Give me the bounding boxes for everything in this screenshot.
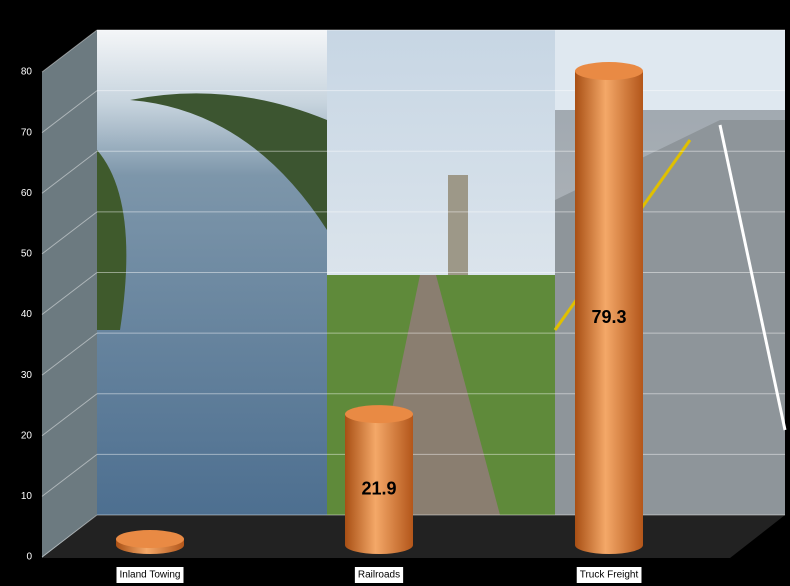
bar xyxy=(575,71,643,555)
y-tick-label: 20 xyxy=(21,430,33,441)
grid-line xyxy=(41,150,98,194)
grid-line xyxy=(41,211,98,255)
bars: 21.9 79.3 xyxy=(116,62,643,555)
x-tick: Railroads xyxy=(354,567,404,583)
grid-line xyxy=(41,272,98,315)
y-tick-label: 40 xyxy=(21,309,33,320)
background-photos xyxy=(42,30,787,558)
value-label: 79.3 xyxy=(591,307,626,327)
x-tick-label: Truck Freight xyxy=(580,570,639,581)
grid xyxy=(41,29,785,558)
grid-line xyxy=(41,393,98,437)
y-tick-label: 70 xyxy=(21,127,33,138)
bar-top xyxy=(575,62,643,81)
y-tick-label: 80 xyxy=(21,67,33,78)
grid-line xyxy=(41,453,98,497)
y-tick-label: 10 xyxy=(21,491,33,502)
x-tick: Inland Towing xyxy=(116,567,184,583)
x-tick-label: Railroads xyxy=(358,570,400,581)
grid-line xyxy=(41,29,98,73)
y-tick-label: 50 xyxy=(21,249,33,260)
x-tick-box xyxy=(576,567,642,583)
y-tick-label: 0 xyxy=(26,552,32,563)
value-label: 21.9 xyxy=(361,478,396,498)
grid-line xyxy=(41,514,98,558)
bar-top xyxy=(345,405,413,424)
grid-line xyxy=(41,332,98,376)
y-tick-label: 30 xyxy=(21,370,33,381)
x-tick-box xyxy=(354,567,404,583)
bar-top xyxy=(116,530,184,549)
bar xyxy=(345,414,413,554)
x-tick: Truck Freight xyxy=(576,567,642,583)
grid-line xyxy=(41,90,98,134)
y-tick-label: 60 xyxy=(21,188,33,199)
x-tick-label: Inland Towing xyxy=(120,570,181,581)
x-tick-box xyxy=(116,567,184,583)
